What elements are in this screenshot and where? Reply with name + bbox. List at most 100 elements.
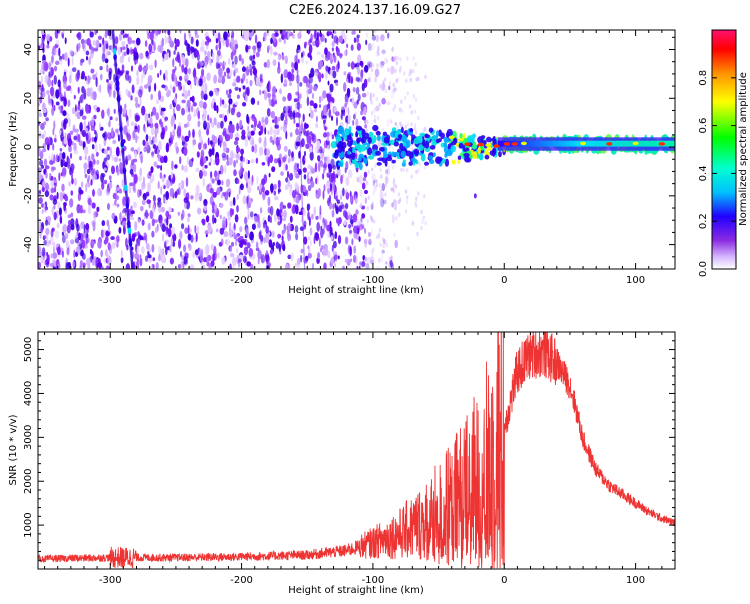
- noise-speckle: [73, 149, 79, 155]
- band-speckle: [402, 159, 406, 164]
- noise-speckle: [189, 96, 194, 102]
- noise-speckle: [61, 231, 64, 236]
- noise-speckle: [172, 58, 175, 68]
- noise-speckle: [275, 130, 279, 136]
- noise-speckle: [216, 187, 221, 196]
- noise-speckle: [210, 243, 215, 251]
- noise-speckle: [238, 254, 244, 260]
- noise-speckle: [277, 179, 281, 189]
- noise-speckle: [273, 51, 278, 56]
- colorbar-tick-label: 0.6: [698, 118, 709, 134]
- noise-speckle: [106, 108, 110, 115]
- noise-speckle: [105, 249, 108, 257]
- noise-speckle: [317, 75, 321, 80]
- noise-speckle: [88, 56, 92, 65]
- noise-speckle: [91, 250, 94, 260]
- noise-speckle: [199, 135, 203, 143]
- noise-speckle: [391, 164, 395, 170]
- noise-speckle: [202, 177, 205, 187]
- noise-speckle: [80, 181, 84, 188]
- noise-speckle: [274, 195, 279, 201]
- band-speckle: [429, 145, 436, 150]
- noise-speckle: [312, 92, 314, 99]
- noise-speckle: [250, 263, 254, 269]
- noise-speckle: [259, 89, 262, 96]
- noise-speckle: [350, 195, 353, 203]
- noise-speckle: [71, 171, 73, 181]
- noise-speckle: [379, 167, 382, 172]
- noise-speckle: [85, 132, 89, 141]
- noise-speckle: [247, 242, 251, 249]
- noise-speckle: [160, 131, 165, 140]
- noise-speckle: [217, 170, 220, 180]
- noise-speckle: [100, 73, 103, 81]
- band-speckle: [444, 152, 448, 158]
- noise-speckle: [327, 197, 330, 207]
- noise-speckle: [132, 158, 138, 163]
- noise-speckle: [128, 108, 132, 119]
- noise-speckle: [361, 182, 366, 190]
- noise-speckle: [315, 115, 318, 123]
- noise-speckle: [117, 134, 121, 142]
- noise-speckle: [82, 232, 87, 238]
- noise-speckle: [228, 89, 232, 94]
- noise-speckle: [289, 215, 293, 223]
- noise-speckle: [195, 34, 200, 39]
- noise-speckle: [294, 162, 298, 172]
- noise-speckle: [47, 136, 52, 146]
- noise-speckle: [338, 35, 343, 44]
- noise-speckle: [184, 135, 190, 142]
- noise-speckle: [331, 65, 336, 71]
- noise-speckle: [378, 102, 381, 108]
- noise-speckle: [331, 47, 335, 52]
- noise-speckle: [359, 261, 362, 266]
- noise-speckle: [330, 53, 334, 60]
- noise-speckle: [367, 43, 372, 51]
- noise-speckle: [150, 111, 153, 117]
- noise-speckle: [345, 218, 348, 228]
- noise-speckle: [344, 102, 348, 108]
- noise-speckle: [291, 151, 294, 158]
- noise-speckle: [161, 84, 166, 89]
- noise-speckle: [232, 82, 237, 87]
- noise-speckle: [172, 86, 176, 93]
- noise-speckle: [384, 192, 387, 197]
- noise-speckle: [181, 99, 186, 104]
- noise-speckle: [287, 149, 291, 157]
- noise-speckle: [55, 89, 60, 99]
- noise-speckle: [229, 253, 235, 258]
- noise-speckle: [51, 79, 54, 87]
- noise-speckle: [65, 240, 70, 249]
- noise-speckle: [64, 132, 67, 139]
- noise-speckle: [179, 156, 182, 165]
- noise-speckle: [410, 174, 413, 179]
- noise-speckle: [219, 227, 225, 235]
- noise-speckle: [239, 235, 244, 240]
- noise-speckle: [38, 197, 43, 205]
- noise-speckle: [307, 246, 311, 255]
- noise-speckle: [334, 202, 337, 208]
- noise-speckle: [246, 229, 250, 237]
- band-peak-secondary: [580, 141, 587, 146]
- noise-speckle: [48, 155, 51, 160]
- spectrogram-plot-area: [38, 30, 675, 269]
- noise-speckle: [144, 255, 149, 262]
- noise-speckle: [409, 68, 412, 74]
- noise-speckle: [222, 38, 225, 47]
- noise-speckle: [226, 134, 231, 142]
- noise-speckle: [168, 206, 172, 213]
- noise-speckle: [105, 187, 111, 196]
- noise-speckle: [42, 148, 47, 153]
- noise-speckle: [329, 83, 334, 93]
- noise-speckle: [76, 32, 81, 39]
- noise-speckle: [248, 65, 251, 70]
- noise-speckle: [328, 201, 333, 210]
- noise-speckle: [119, 55, 124, 64]
- noise-speckle: [344, 203, 349, 209]
- noise-speckle: [41, 247, 46, 257]
- noise-speckle: [147, 74, 153, 82]
- noise-speckle: [61, 183, 65, 192]
- noise-speckle: [127, 129, 130, 134]
- noise-speckle: [213, 136, 218, 145]
- noise-speckle: [211, 122, 215, 129]
